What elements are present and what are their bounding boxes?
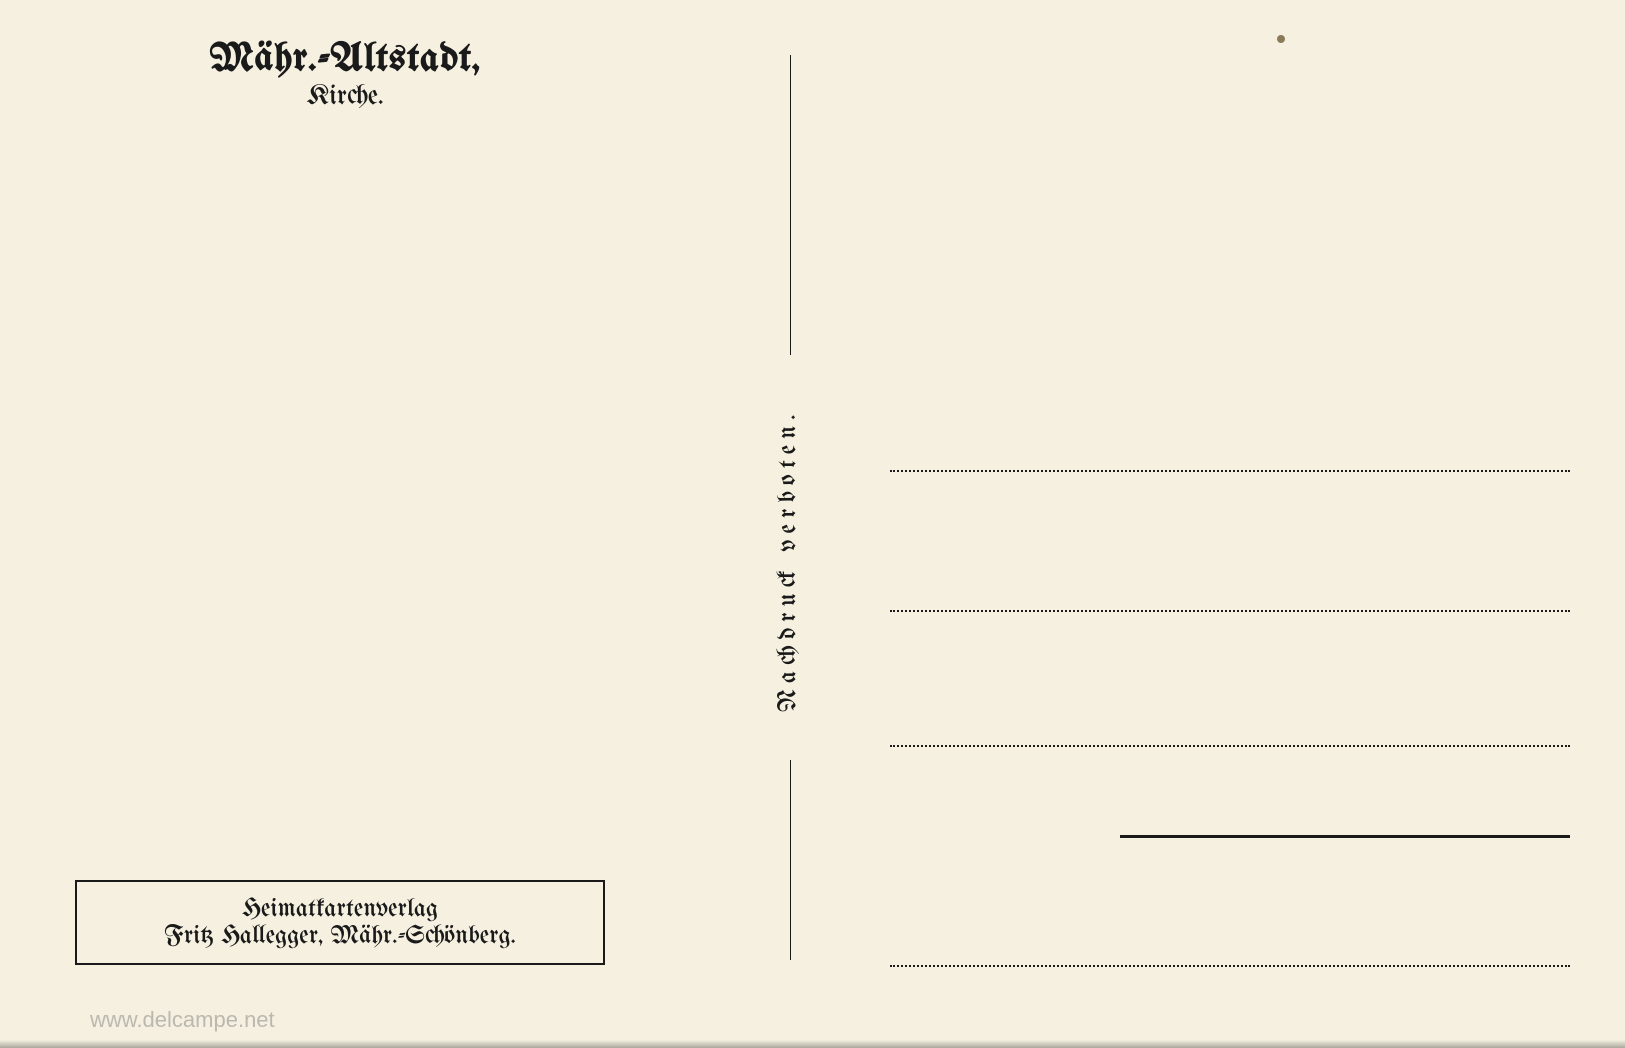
address-line-1 — [890, 470, 1570, 472]
address-line-4 — [890, 965, 1570, 967]
title-subtitle: Kirche. — [170, 83, 520, 112]
publisher-line-2: Fritz Hallegger, Mähr.-Schönberg. — [164, 923, 516, 950]
center-divider-top — [790, 55, 791, 355]
postcard-back: Mähr.-Altstadt, Kirche. Nachdruck verbot… — [0, 0, 1625, 1048]
center-divider-bottom — [790, 760, 791, 960]
age-spot — [1277, 35, 1285, 43]
watermark: www.delcampe.net — [90, 1007, 275, 1033]
address-line-solid — [1120, 835, 1570, 838]
publisher-box: Heimatkartenverlag Fritz Hallegger, Mähr… — [75, 880, 605, 965]
address-line-3 — [890, 745, 1570, 747]
address-line-2 — [890, 610, 1570, 612]
title-main: Mähr.-Altstadt, — [170, 40, 520, 81]
copyright-notice: Nachdruck verboten. — [775, 370, 802, 750]
bottom-edge — [0, 1040, 1625, 1048]
title-area: Mähr.-Altstadt, Kirche. — [170, 40, 520, 112]
publisher-line-1: Heimatkartenverlag — [242, 896, 438, 923]
